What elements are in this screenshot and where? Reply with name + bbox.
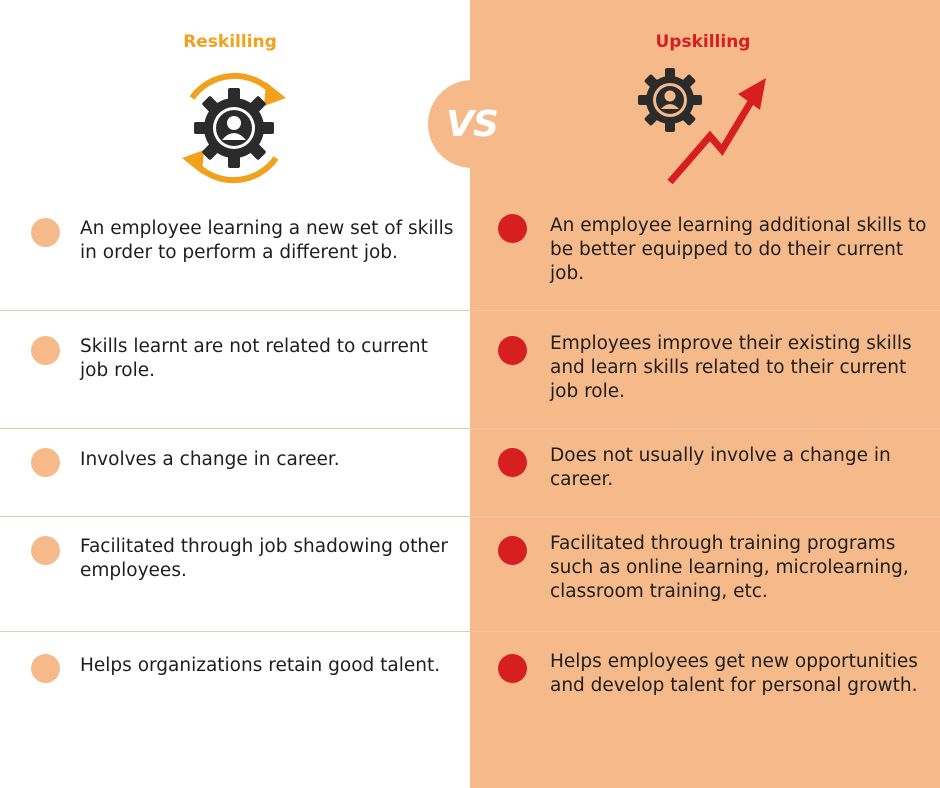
reskilling-point-1: An employee learning a new set of skills… [80, 218, 454, 263]
upskilling-bullet [498, 654, 527, 683]
reskilling-point-5: Helps organizations retain good talent. [80, 655, 441, 676]
reskilling-point-2: Skills learnt are not related to current… [80, 336, 428, 381]
upskilling-bullet [498, 214, 527, 243]
gear-person-growth-arrow-icon [630, 66, 770, 188]
reskilling-bullet [31, 336, 60, 365]
upskilling-point-4: Facilitated through training programs su… [550, 533, 909, 602]
reskilling-bullet [31, 654, 60, 683]
reskilling-bullet [31, 218, 60, 247]
reskilling-point-3: Involves a change in career. [80, 449, 340, 470]
row-divider [0, 310, 940, 311]
upskilling-bullet [498, 448, 527, 477]
row-divider [0, 631, 940, 632]
upskilling-bullet [498, 336, 527, 365]
row-divider [0, 516, 940, 517]
upskilling-point-2: Employees improve their existing skills … [550, 333, 912, 402]
upskilling-column-background [470, 0, 940, 788]
reskilling-bullet [31, 448, 60, 477]
upskilling-bullet [498, 536, 527, 565]
vs-badge: VS [428, 80, 516, 168]
reskilling-point-4: Facilitated through job shadowing other … [80, 536, 449, 581]
gear-person-cycle-icon [172, 64, 296, 192]
row-divider [0, 428, 940, 429]
upskilling-point-5: Helps employees get new opportunities an… [550, 651, 918, 696]
reskilling-bullet [31, 536, 60, 565]
reskilling-title: Reskilling [183, 32, 277, 52]
upskilling-title: Upskilling [655, 32, 751, 52]
upskilling-point-3: Does not usually involve a change in car… [550, 445, 891, 490]
upskilling-point-1: An employee learning additional skills t… [550, 215, 927, 284]
